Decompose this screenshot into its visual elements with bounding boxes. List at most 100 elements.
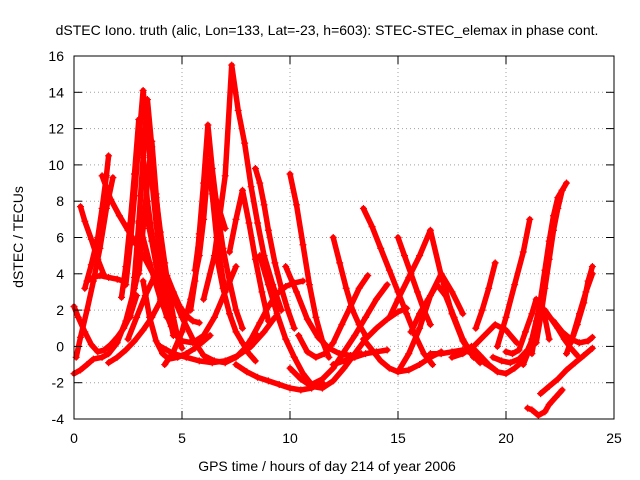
data-point — [146, 313, 154, 321]
data-point — [115, 212, 123, 220]
data-point — [152, 337, 160, 345]
data-point — [567, 339, 575, 347]
data-point — [96, 272, 104, 280]
data-point — [156, 295, 164, 303]
data-point — [580, 299, 588, 307]
data-point — [167, 322, 175, 330]
data-point — [178, 328, 186, 336]
data-point — [340, 357, 348, 365]
data-point — [383, 346, 391, 354]
data-point — [238, 348, 246, 356]
data-point — [405, 273, 413, 281]
data-point — [161, 361, 169, 369]
data-point — [545, 255, 553, 263]
data-point — [383, 281, 391, 289]
data-point — [286, 364, 294, 372]
data-point — [400, 252, 408, 260]
data-point — [232, 215, 240, 223]
data-point — [200, 351, 208, 359]
data-point — [200, 295, 208, 303]
data-point — [98, 204, 106, 212]
data-point — [221, 224, 229, 232]
data-point — [277, 306, 285, 314]
data-point — [243, 368, 251, 376]
data-point — [562, 350, 570, 358]
data-point — [113, 353, 121, 361]
data-point — [312, 353, 320, 361]
data-point — [206, 332, 214, 340]
data-point — [89, 355, 97, 363]
data-point — [459, 310, 467, 318]
data-point — [416, 361, 424, 369]
data-point — [299, 370, 307, 378]
data-point — [238, 324, 246, 332]
data-point — [521, 328, 529, 336]
data-point — [264, 302, 272, 310]
data-point — [562, 179, 570, 187]
data-point — [491, 321, 499, 329]
data-point — [245, 350, 253, 358]
data-point — [234, 106, 242, 114]
data-point — [204, 121, 212, 129]
data-point — [226, 277, 234, 285]
data-point — [139, 326, 147, 334]
data-point — [573, 351, 581, 359]
data-point — [292, 201, 300, 209]
data-point — [550, 226, 558, 234]
data-point — [247, 335, 255, 343]
data-point — [407, 328, 415, 336]
data-point — [377, 244, 385, 252]
data-point — [254, 373, 262, 381]
data-point — [515, 346, 523, 354]
data-point — [297, 386, 305, 394]
data-point — [558, 328, 566, 336]
y-tick-label: 0 — [56, 338, 64, 354]
data-point — [251, 165, 259, 173]
data-point — [232, 361, 240, 369]
series-trace — [157, 314, 278, 366]
data-point — [368, 223, 376, 231]
series-trace — [473, 260, 498, 332]
series-35 — [329, 234, 370, 340]
data-point — [426, 321, 434, 329]
data-point — [130, 273, 138, 281]
data-point — [210, 313, 218, 321]
data-point — [258, 288, 266, 296]
data-point — [152, 194, 160, 202]
series-trace — [330, 234, 369, 339]
data-point — [200, 194, 208, 202]
data-point — [87, 235, 95, 243]
data-point — [385, 364, 393, 372]
data-point — [122, 317, 130, 325]
data-point — [338, 321, 346, 329]
data-point — [251, 357, 259, 365]
data-point — [122, 281, 130, 289]
data-point — [256, 179, 264, 187]
data-point — [247, 183, 255, 191]
series-37 — [359, 204, 437, 369]
data-point — [290, 324, 298, 332]
data-point — [532, 339, 540, 347]
data-point — [221, 172, 229, 180]
data-point — [478, 306, 486, 314]
data-point — [385, 313, 393, 321]
data-point — [295, 332, 303, 340]
data-point — [76, 366, 84, 374]
data-point — [105, 152, 113, 160]
data-point — [83, 306, 91, 314]
data-point — [282, 263, 290, 271]
data-point — [143, 96, 151, 104]
data-point — [493, 368, 501, 376]
data-point — [271, 259, 279, 267]
data-point — [87, 341, 95, 349]
data-point — [228, 61, 236, 69]
data-point — [336, 259, 344, 267]
data-point — [118, 293, 126, 301]
data-point — [459, 335, 467, 343]
y-tick-label: 16 — [48, 48, 64, 64]
data-point — [219, 284, 227, 292]
y-tick-label: 2 — [56, 302, 64, 318]
data-point — [420, 350, 428, 358]
data-point — [502, 370, 510, 378]
